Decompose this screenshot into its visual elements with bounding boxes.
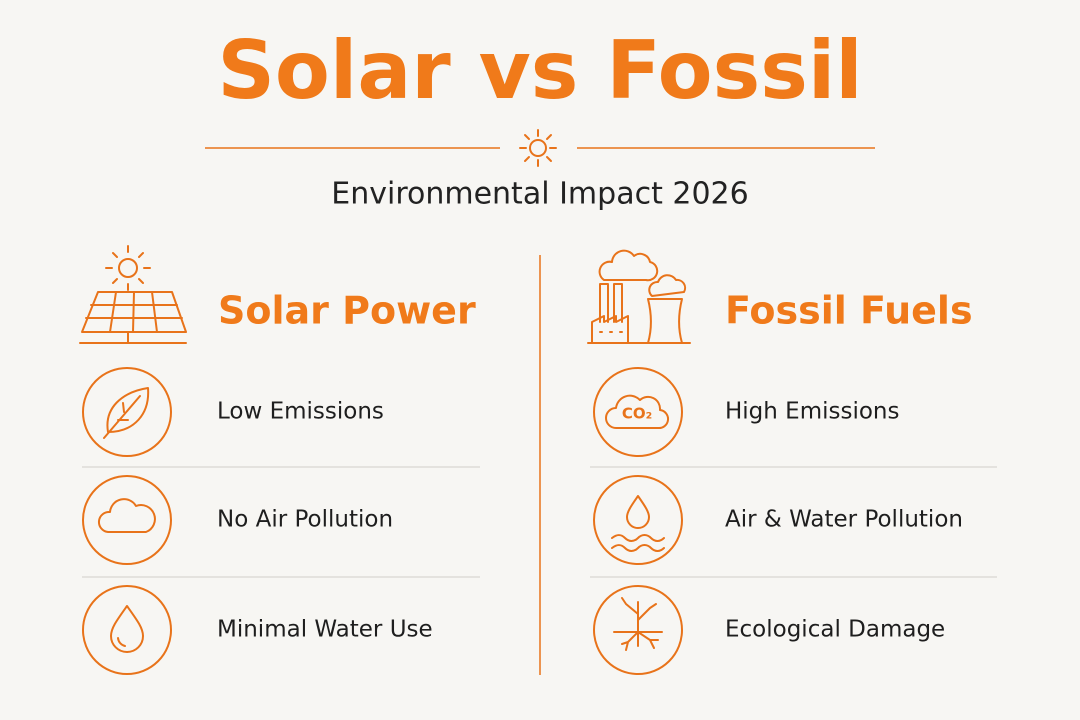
factory-icon [587, 249, 691, 344]
leaf-icon [82, 367, 172, 457]
column-title: Fossil Fuels [725, 289, 973, 333]
item-label: Minimal Water Use [217, 617, 433, 643]
item-label: No Air Pollution [217, 507, 393, 533]
icon-text: CO₂ [622, 405, 652, 423]
column-title: Solar Power [218, 289, 476, 333]
solar-panel-icon [79, 245, 187, 344]
cloud-icon [82, 475, 172, 565]
item-label: Low Emissions [217, 399, 384, 425]
co2-icon [593, 367, 683, 457]
title: Solar vs Fossil [217, 24, 862, 117]
sun-icon [519, 129, 557, 167]
dead-tree-icon [593, 585, 683, 675]
drop-icon [82, 585, 172, 675]
item-label: Ecological Damage [725, 617, 945, 643]
water-pollution-icon [593, 475, 683, 565]
item-label: Air & Water Pollution [725, 507, 963, 533]
item-label: High Emissions [725, 399, 900, 425]
subtitle: Environmental Impact 2026 [331, 177, 748, 212]
